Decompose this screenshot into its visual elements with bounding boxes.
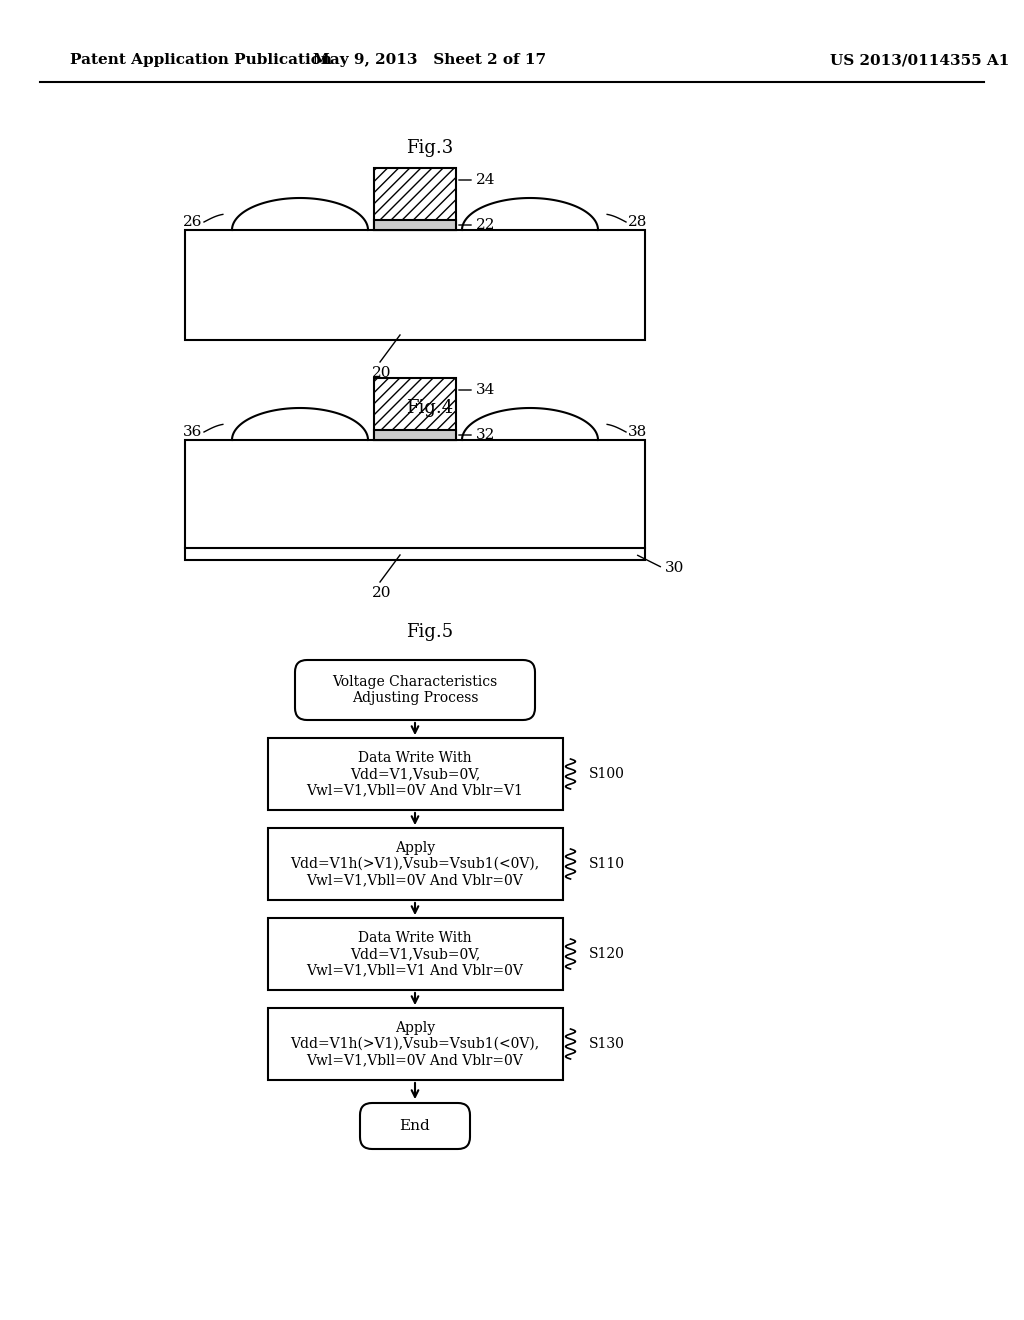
Text: 22: 22: [476, 218, 496, 232]
Bar: [267, 917, 562, 990]
Bar: [267, 828, 562, 900]
Text: 34: 34: [476, 383, 496, 397]
Bar: [185, 230, 645, 341]
Text: Fig.4: Fig.4: [407, 399, 454, 417]
FancyBboxPatch shape: [360, 1104, 470, 1148]
FancyBboxPatch shape: [295, 660, 535, 719]
Text: 24: 24: [476, 173, 496, 187]
Text: S110: S110: [589, 857, 625, 871]
Bar: [374, 168, 456, 230]
Text: Fig.5: Fig.5: [407, 623, 454, 642]
Text: 32: 32: [476, 428, 496, 442]
Bar: [374, 220, 456, 230]
Text: Apply
Vdd=V1h(>V1),Vsub=Vsub1(<0V),
Vwl=V1,Vbll=0V And Vblr=0V: Apply Vdd=V1h(>V1),Vsub=Vsub1(<0V), Vwl=…: [291, 1020, 540, 1067]
Text: S120: S120: [589, 946, 625, 961]
Text: 38: 38: [628, 425, 647, 440]
Text: Patent Application Publication: Patent Application Publication: [70, 53, 332, 67]
Text: Fig.3: Fig.3: [407, 139, 454, 157]
Bar: [374, 430, 456, 440]
Text: May 9, 2013   Sheet 2 of 17: May 9, 2013 Sheet 2 of 17: [313, 53, 547, 67]
Text: 20: 20: [373, 586, 392, 601]
Text: End: End: [399, 1119, 430, 1133]
Bar: [185, 440, 645, 560]
Text: Voltage Characteristics
Adjusting Process: Voltage Characteristics Adjusting Proces…: [333, 675, 498, 705]
Text: 26: 26: [182, 215, 202, 228]
Text: 36: 36: [182, 425, 202, 440]
Text: 28: 28: [628, 215, 647, 228]
Bar: [267, 1008, 562, 1080]
Text: US 2013/0114355 A1: US 2013/0114355 A1: [830, 53, 1010, 67]
Text: S130: S130: [589, 1038, 625, 1051]
Text: 20: 20: [373, 366, 392, 380]
Text: 30: 30: [665, 561, 684, 576]
Text: S100: S100: [589, 767, 625, 781]
Text: Data Write With
Vdd=V1,Vsub=0V,
Vwl=V1,Vbll=0V And Vblr=V1: Data Write With Vdd=V1,Vsub=0V, Vwl=V1,V…: [306, 751, 523, 797]
Bar: [267, 738, 562, 810]
Text: Apply
Vdd=V1h(>V1),Vsub=Vsub1(<0V),
Vwl=V1,Vbll=0V And Vblr=0V: Apply Vdd=V1h(>V1),Vsub=Vsub1(<0V), Vwl=…: [291, 841, 540, 887]
Text: Data Write With
Vdd=V1,Vsub=0V,
Vwl=V1,Vbll=V1 And Vblr=0V: Data Write With Vdd=V1,Vsub=0V, Vwl=V1,V…: [306, 931, 523, 977]
Bar: [374, 378, 456, 440]
